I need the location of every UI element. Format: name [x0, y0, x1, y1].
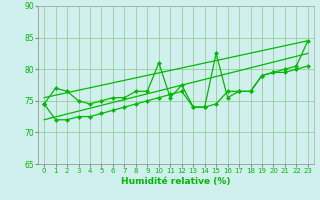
X-axis label: Humidité relative (%): Humidité relative (%)	[121, 177, 231, 186]
